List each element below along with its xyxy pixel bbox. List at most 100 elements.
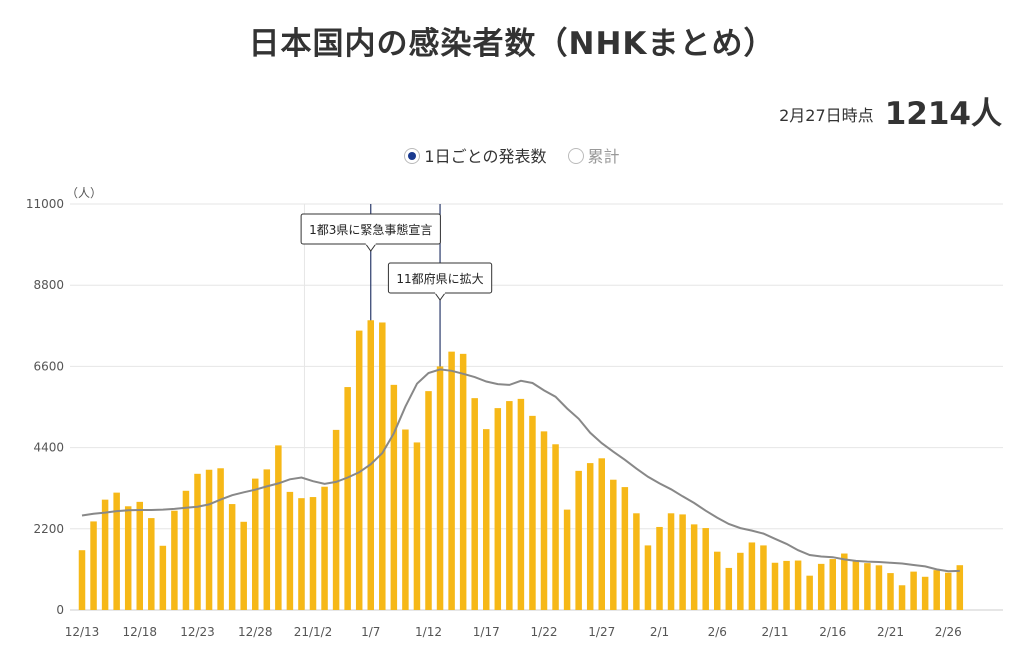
bar bbox=[113, 492, 120, 610]
bar bbox=[309, 497, 317, 610]
average-line bbox=[81, 368, 960, 573]
bar bbox=[298, 498, 305, 610]
toggle-daily-label: 1日ごとの発表数 bbox=[424, 147, 547, 166]
bar bbox=[852, 561, 860, 610]
as-of-summary: 2月27日時点 1214人 bbox=[779, 88, 1002, 133]
x-tick-label: 2/1 bbox=[650, 625, 669, 639]
bar bbox=[101, 499, 109, 610]
bar bbox=[956, 565, 964, 610]
bar bbox=[760, 545, 767, 610]
bar bbox=[864, 563, 871, 610]
bar bbox=[748, 542, 756, 610]
annotation-callouts: 1都3県に緊急事態宣言 11都府県に拡大 bbox=[300, 213, 493, 301]
bar bbox=[194, 473, 201, 610]
bar bbox=[621, 487, 629, 610]
bar bbox=[78, 550, 86, 610]
bar bbox=[575, 470, 582, 610]
y-tick-label: 11000 bbox=[26, 197, 64, 211]
bar bbox=[240, 521, 247, 610]
x-tick-label: 1/12 bbox=[415, 625, 442, 639]
bar bbox=[771, 562, 779, 610]
toggle-daily[interactable]: 1日ごとの発表数 bbox=[404, 143, 546, 167]
bar bbox=[425, 391, 432, 610]
bar bbox=[390, 384, 398, 610]
x-tick-label: 21/1/2 bbox=[294, 625, 333, 639]
average-line-series bbox=[81, 368, 960, 573]
annotation-callout: 11都府県に拡大 bbox=[387, 262, 493, 301]
bar bbox=[459, 353, 467, 610]
bar bbox=[228, 504, 236, 610]
radio-unselected-icon[interactable] bbox=[567, 148, 584, 164]
x-tick-label: 2/16 bbox=[819, 625, 846, 639]
y-axis-unit-label: （人） bbox=[66, 186, 102, 200]
bar bbox=[344, 387, 351, 610]
bar bbox=[898, 585, 906, 610]
bar bbox=[355, 330, 363, 610]
toggle-cumulative-label: 累計 bbox=[587, 147, 620, 166]
radio-selected-icon[interactable] bbox=[404, 148, 421, 164]
y-tick-label: 0 bbox=[56, 603, 64, 617]
bar bbox=[182, 490, 190, 610]
bar bbox=[483, 429, 490, 610]
x-tick-label: 2/6 bbox=[708, 625, 727, 639]
bar bbox=[506, 401, 513, 610]
bar bbox=[725, 567, 733, 610]
bar bbox=[494, 408, 502, 610]
bar bbox=[321, 486, 328, 610]
bar bbox=[794, 560, 802, 610]
bar bbox=[217, 468, 224, 610]
bar bbox=[517, 398, 525, 610]
x-tick-label: 12/18 bbox=[122, 625, 157, 639]
bar bbox=[783, 560, 790, 610]
bar-series bbox=[78, 320, 964, 610]
chart-title: 日本国内の感染者数（NHKまとめ） bbox=[248, 26, 776, 62]
toggle-cumulative[interactable]: 累計 bbox=[567, 143, 620, 167]
x-tick-label: 12/13 bbox=[65, 625, 100, 639]
bar bbox=[817, 563, 825, 610]
bar bbox=[910, 571, 917, 610]
bar bbox=[644, 545, 652, 610]
bar bbox=[875, 565, 883, 610]
bar bbox=[933, 570, 940, 610]
bar bbox=[379, 322, 386, 610]
bar bbox=[598, 458, 605, 610]
x-tick-label: 2/11 bbox=[762, 625, 789, 639]
x-tick-label: 1/22 bbox=[531, 625, 558, 639]
x-tick-label: 12/23 bbox=[180, 625, 215, 639]
x-tick-label: 2/26 bbox=[935, 625, 962, 639]
series-toggle: 1日ごとの発表数 累計 bbox=[0, 143, 1024, 167]
annotation-text: 11都府県に拡大 bbox=[396, 271, 483, 286]
bar bbox=[529, 415, 536, 610]
x-tick-label: 1/17 bbox=[473, 625, 500, 639]
bar bbox=[945, 572, 952, 610]
bar bbox=[667, 513, 675, 610]
bar bbox=[286, 491, 294, 610]
bar bbox=[610, 479, 617, 610]
bar bbox=[436, 366, 444, 610]
bar bbox=[171, 510, 178, 610]
bar bbox=[586, 463, 594, 610]
bar bbox=[714, 551, 721, 610]
bar bbox=[552, 444, 559, 610]
y-tick-label: 6600 bbox=[33, 359, 64, 373]
y-tick-label: 2200 bbox=[33, 522, 64, 536]
bar bbox=[124, 506, 132, 610]
annotation-callout: 1都3県に緊急事態宣言 bbox=[300, 213, 441, 252]
bar bbox=[921, 576, 929, 610]
bar bbox=[540, 431, 548, 610]
bar bbox=[448, 351, 455, 610]
bar bbox=[563, 509, 571, 610]
bar bbox=[275, 445, 282, 610]
bar bbox=[90, 521, 97, 610]
bar bbox=[205, 469, 213, 610]
bar bbox=[806, 575, 813, 610]
y-tick-label: 4400 bbox=[33, 441, 64, 455]
bar bbox=[679, 514, 686, 610]
bar bbox=[413, 442, 421, 610]
bar bbox=[841, 553, 848, 610]
x-tick-label: 1/7 bbox=[361, 625, 380, 639]
y-axis-ticks: 0 2200 4400 6600 8800 11000 bbox=[26, 197, 64, 617]
annotation-pointer bbox=[364, 243, 377, 252]
as-of-date: 2月27日時点 bbox=[779, 106, 874, 125]
